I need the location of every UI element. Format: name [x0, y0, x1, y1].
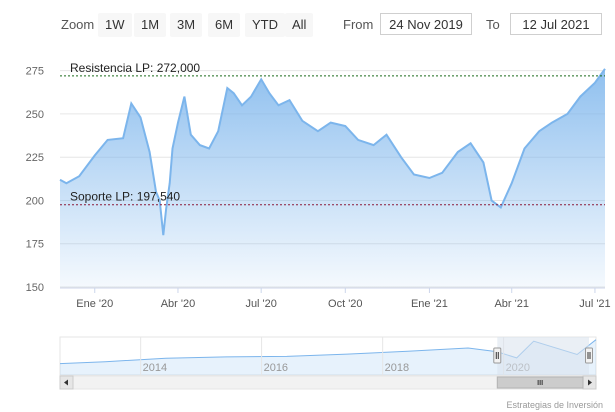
- y-tick-label: 150: [26, 282, 44, 294]
- x-tick-label: Jul '20: [245, 298, 276, 310]
- x-tick-label: Jul '21: [579, 298, 610, 310]
- y-tick-label: 225: [26, 152, 44, 164]
- from-date-input[interactable]: [380, 13, 472, 35]
- x-tick-label: Ene '21: [411, 298, 448, 310]
- navigator-year-label: 2016: [264, 362, 288, 374]
- arrow-left-icon: [64, 379, 68, 386]
- y-tick-label: 275: [26, 66, 44, 78]
- navigator-year-label: 2014: [143, 362, 167, 374]
- zoom-button-1m[interactable]: 1M: [134, 13, 167, 37]
- navigator-left-handle[interactable]: [493, 347, 502, 364]
- arrow-right-icon: [588, 379, 592, 386]
- price-area: [60, 68, 605, 288]
- zoom-button-ytd[interactable]: YTD: [245, 13, 285, 37]
- zoom-button-6m[interactable]: 6M: [208, 13, 241, 37]
- navigator-selection-mask: [497, 337, 589, 375]
- scrollbar[interactable]: [59, 375, 597, 390]
- zoom-button-3m[interactable]: 3M: [170, 13, 203, 37]
- x-tick-label: Oct '20: [328, 298, 363, 310]
- annotation-label: Soporte LP: 197,540: [70, 190, 180, 204]
- to-label: To: [486, 17, 500, 32]
- x-tick-label: Abr '20: [161, 298, 196, 310]
- navigator-year-label: 2018: [385, 362, 409, 374]
- zoom-button-all[interactable]: All: [285, 13, 314, 37]
- y-tick-label: 175: [26, 239, 44, 251]
- x-tick-label: Abr '21: [494, 298, 529, 310]
- y-tick-label: 250: [26, 109, 44, 121]
- from-label: From: [343, 17, 374, 32]
- zoom-label: Zoom: [61, 17, 95, 32]
- navigator-right-handle[interactable]: [585, 347, 593, 364]
- x-axis: Ene '20 Abr '20 Jul '20 Oct '20 Ene '21 Abr '…: [60, 287, 611, 310]
- credit-text: Estrategias de Inversión: [506, 400, 603, 410]
- range-selector-toolbar: Zoom 1W 1M 3M 6M YTD All From To: [0, 0, 615, 48]
- price-line: [59, 68, 606, 236]
- y-tick-label: 200: [26, 195, 44, 207]
- y-axis: 150 175 200 225 250 275: [26, 66, 44, 294]
- support-resistance-lines: Resistencia LP: 272,000 Soporte LP: 197,5…: [60, 61, 605, 206]
- navigator[interactable]: 2014201620182020: [59, 336, 597, 376]
- zoom-button-1w[interactable]: 1W: [98, 13, 132, 37]
- x-tick-label: Ene '20: [76, 298, 113, 310]
- annotation-label: Resistencia LP: 272,000: [70, 61, 200, 75]
- to-date-input[interactable]: [510, 13, 602, 35]
